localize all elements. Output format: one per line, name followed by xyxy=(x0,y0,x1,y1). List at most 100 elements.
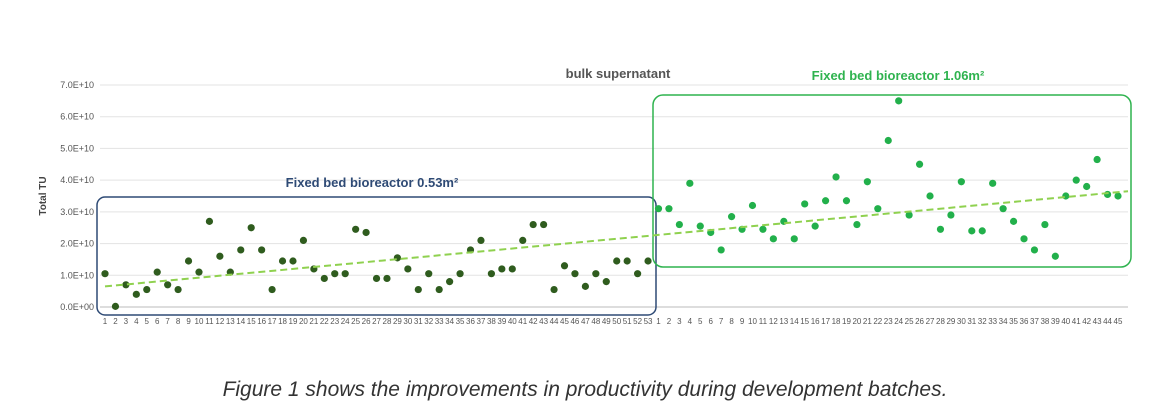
data-point xyxy=(372,274,381,283)
data-point xyxy=(842,197,851,205)
data-point xyxy=(644,257,652,265)
x-tick-label: 12 xyxy=(215,317,224,326)
data-point xyxy=(613,257,621,265)
data-point xyxy=(446,278,454,286)
data-point xyxy=(581,282,589,290)
data-point xyxy=(665,205,673,213)
data-point xyxy=(634,270,642,278)
data-point xyxy=(915,160,924,168)
y-tick-label: 7.0E+10 xyxy=(60,80,94,90)
x-tick-label: 44 xyxy=(1103,317,1112,326)
x-tick-label: 44 xyxy=(550,317,559,326)
x-tick-label: 1 xyxy=(103,317,108,326)
x-tick-label: 17 xyxy=(821,317,830,326)
x-tick-label: 46 xyxy=(570,317,579,326)
data-point xyxy=(874,205,882,213)
x-tick-label: 21 xyxy=(863,317,872,326)
data-points xyxy=(101,97,1122,310)
series-label-1-06: Fixed bed bioreactor 1.06m² xyxy=(812,68,985,83)
data-point xyxy=(790,235,798,243)
x-tick-label: 31 xyxy=(967,317,976,326)
data-point xyxy=(853,220,861,229)
data-point xyxy=(748,201,757,210)
x-tick-label: 40 xyxy=(1061,317,1070,326)
data-point xyxy=(571,270,579,278)
data-point xyxy=(456,270,464,278)
data-point xyxy=(905,211,913,219)
x-tick-label: 11 xyxy=(759,317,768,326)
x-tick-label: 29 xyxy=(946,317,955,326)
data-point xyxy=(1051,252,1059,260)
x-tick-label: 20 xyxy=(852,317,861,326)
box-series-1-06 xyxy=(652,94,1132,268)
x-tick-label: 42 xyxy=(529,317,538,326)
figure-caption: Figure 1 shows the improvements in produ… xyxy=(222,378,948,401)
x-tick-label: 43 xyxy=(539,317,548,326)
x-tick-label: 13 xyxy=(779,317,788,326)
x-axis-ticks: 1 2 3 4 5 6 7 8 9 10 11 12 13 14 15 16 17 18 19 20 21 22 23 24 2… xyxy=(103,317,1123,326)
data-point xyxy=(623,257,631,265)
data-point xyxy=(936,225,945,233)
data-point xyxy=(1062,192,1070,200)
data-point xyxy=(957,178,965,186)
data-point xyxy=(550,285,558,294)
x-tick-label: 27 xyxy=(372,317,381,326)
data-point xyxy=(362,228,370,237)
x-tick-label: 15 xyxy=(247,317,256,326)
x-tick-label: 9 xyxy=(186,317,191,326)
data-point xyxy=(821,197,830,205)
x-tick-label: 18 xyxy=(278,317,287,326)
data-point xyxy=(592,270,600,278)
x-tick-label: 27 xyxy=(926,317,935,326)
x-tick-label: 16 xyxy=(257,317,266,326)
x-tick-label: 28 xyxy=(936,317,945,326)
x-tick-label: 37 xyxy=(477,317,486,326)
x-tick-label: 26 xyxy=(915,317,924,326)
y-tick-label: 3.0E+10 xyxy=(60,207,94,217)
data-point xyxy=(1083,182,1091,191)
x-tick-label: 45 xyxy=(560,317,569,326)
x-tick-label: 16 xyxy=(811,317,820,326)
x-tick-label: 25 xyxy=(905,317,914,326)
x-tick-label: 30 xyxy=(403,317,412,326)
data-point xyxy=(1114,192,1122,200)
data-point xyxy=(696,222,704,230)
x-tick-label: 6 xyxy=(708,317,713,326)
data-point xyxy=(832,173,840,181)
data-point xyxy=(111,302,120,310)
x-tick-label: 7 xyxy=(165,317,170,326)
x-tick-label: 32 xyxy=(424,317,433,326)
data-point xyxy=(801,200,809,208)
data-point xyxy=(926,192,934,200)
data-point xyxy=(320,274,328,283)
x-tick-label: 34 xyxy=(445,317,454,326)
x-tick-label: 15 xyxy=(800,317,809,326)
data-point xyxy=(299,236,308,244)
x-tick-label: 4 xyxy=(688,317,693,326)
data-point xyxy=(153,268,161,276)
data-point xyxy=(331,270,339,278)
x-tick-label: 14 xyxy=(236,317,245,326)
data-point xyxy=(216,252,224,260)
x-tick-label: 24 xyxy=(341,317,350,326)
data-point xyxy=(237,246,245,254)
series-label-0-53: Fixed bed bioreactor 0.53m² xyxy=(286,175,459,190)
x-tick-label: 32 xyxy=(978,317,987,326)
data-point xyxy=(1030,246,1039,254)
data-point xyxy=(195,268,203,276)
data-point xyxy=(1072,176,1080,184)
x-tick-label: 5 xyxy=(145,317,150,326)
data-point xyxy=(247,224,255,232)
data-point xyxy=(968,227,976,235)
x-tick-label: 8 xyxy=(176,317,181,326)
y-tick-label: 2.0E+10 xyxy=(60,239,94,249)
x-tick-label: 3 xyxy=(124,317,129,326)
x-tick-label: 8 xyxy=(729,317,734,326)
x-tick-label: 38 xyxy=(487,317,496,326)
x-tick-label: 2 xyxy=(113,317,118,326)
data-point xyxy=(884,136,892,145)
x-tick-label: 23 xyxy=(330,317,339,326)
data-point xyxy=(383,274,391,283)
y-tick-label: 5.0E+10 xyxy=(60,143,94,153)
x-tick-label: 48 xyxy=(591,317,600,326)
